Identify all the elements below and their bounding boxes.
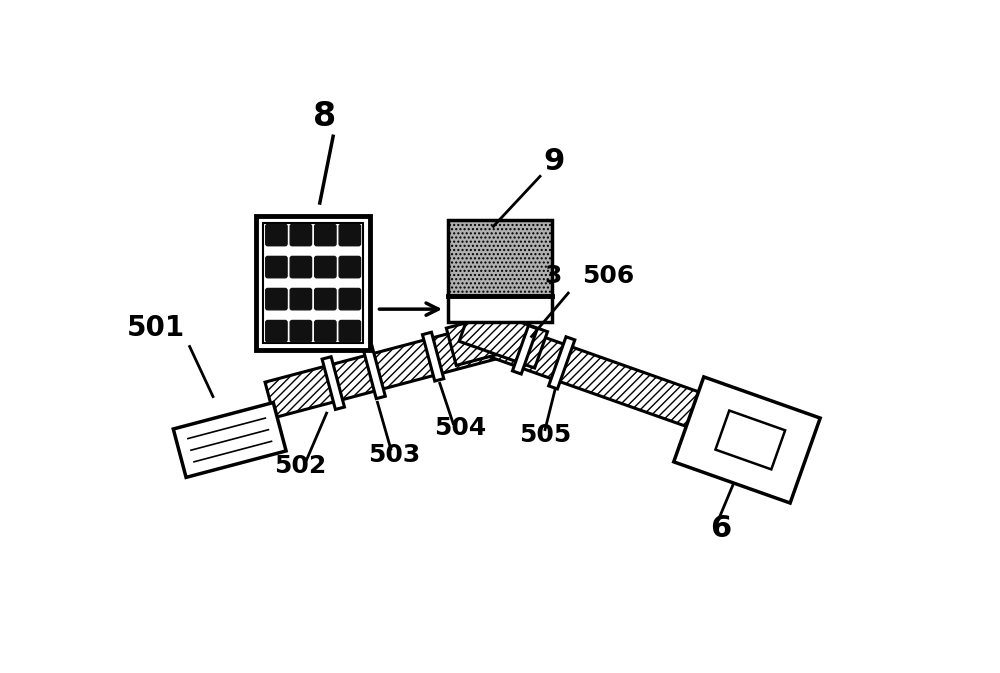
Polygon shape [674,377,820,503]
FancyBboxPatch shape [266,289,287,310]
Bar [256,216,370,350]
Polygon shape [265,322,501,418]
Text: 8: 8 [313,100,336,133]
FancyBboxPatch shape [315,224,336,246]
Bar [448,296,552,322]
Text: 501: 501 [127,314,185,343]
FancyBboxPatch shape [266,224,287,246]
Text: 6: 6 [710,513,731,542]
Bar [448,219,552,296]
Polygon shape [512,326,537,374]
FancyBboxPatch shape [290,320,312,342]
Bar [263,223,363,343]
Polygon shape [363,346,385,398]
Polygon shape [459,305,548,368]
FancyBboxPatch shape [315,256,336,278]
Polygon shape [549,336,575,389]
Text: 503: 503 [368,444,420,467]
Text: 506: 506 [582,264,634,288]
FancyBboxPatch shape [339,320,361,342]
Text: 3: 3 [544,264,562,288]
FancyBboxPatch shape [290,224,312,246]
Text: 504: 504 [434,417,486,440]
FancyBboxPatch shape [315,320,336,342]
FancyBboxPatch shape [339,256,361,278]
FancyBboxPatch shape [290,289,312,310]
Polygon shape [322,357,344,409]
Polygon shape [173,402,286,477]
Polygon shape [422,332,444,381]
Text: 502: 502 [274,454,326,479]
Polygon shape [491,322,720,434]
FancyBboxPatch shape [315,289,336,310]
FancyBboxPatch shape [266,320,287,342]
Text: 505: 505 [519,423,571,447]
FancyBboxPatch shape [266,256,287,278]
FancyBboxPatch shape [339,224,361,246]
Polygon shape [715,411,785,469]
FancyBboxPatch shape [290,256,312,278]
Polygon shape [446,308,534,365]
Text: 9: 9 [543,147,565,176]
FancyBboxPatch shape [339,289,361,310]
